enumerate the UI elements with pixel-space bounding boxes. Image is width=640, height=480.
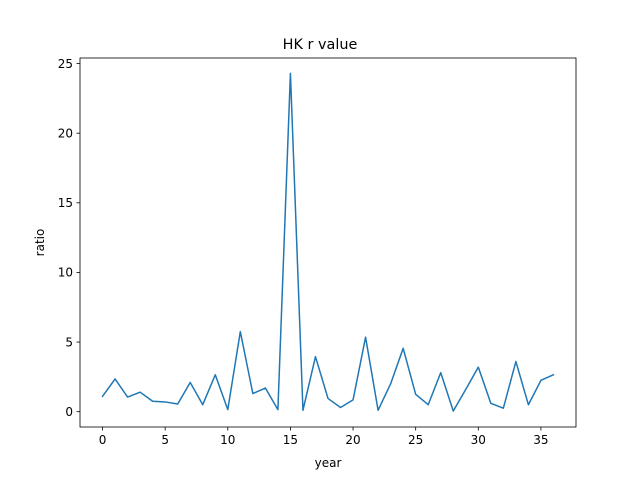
- y-axis-ticks: 0 5 10 15 20 25: [58, 57, 80, 419]
- y-axis-label: ratio: [33, 229, 47, 257]
- x-axis-ticks: 0 5 10 15 20 25 30 35: [99, 427, 549, 447]
- y-tick-label: 0: [65, 405, 73, 419]
- chart-title: HK r value: [283, 37, 358, 53]
- y-tick-label: 15: [58, 196, 73, 210]
- x-tick-label: 10: [220, 433, 235, 447]
- x-tick-label: 30: [471, 433, 486, 447]
- plot-frame: [79, 57, 577, 428]
- x-tick-label: 20: [345, 433, 360, 447]
- x-tick-label: 25: [408, 433, 423, 447]
- x-tick-label: 0: [99, 433, 107, 447]
- x-tick-label: 15: [283, 433, 298, 447]
- y-tick-label: 25: [58, 57, 73, 71]
- y-tick-label: 5: [65, 335, 73, 349]
- series-line: [101, 72, 555, 412]
- y-tick-label: 10: [58, 266, 73, 280]
- y-tick-label: 20: [58, 126, 73, 140]
- x-tick-label: 35: [533, 433, 548, 447]
- x-axis-label: year: [315, 456, 342, 470]
- x-tick-label: 5: [161, 433, 169, 447]
- plot-area: [101, 72, 555, 412]
